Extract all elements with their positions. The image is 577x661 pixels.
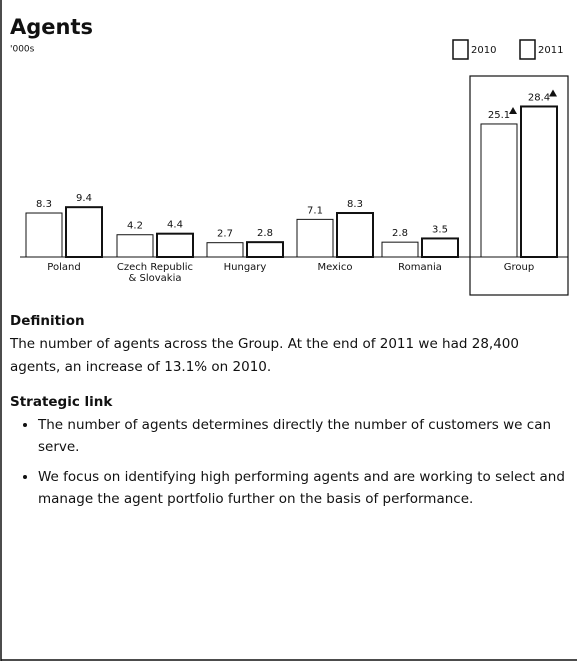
legend-label: 2011	[538, 45, 563, 56]
bar	[25, 212, 63, 258]
data-label: 8.3	[36, 199, 52, 210]
data-label: 28.4	[528, 92, 550, 103]
up-arrow	[549, 89, 557, 97]
legend-swatch	[452, 39, 469, 60]
data-label: 2.7	[217, 229, 233, 240]
x-tick-label: Poland	[47, 262, 81, 273]
x-tick-label: Mexico	[317, 262, 353, 273]
bar	[206, 242, 244, 258]
bar	[336, 212, 374, 258]
bar	[156, 232, 194, 258]
bar	[65, 206, 103, 258]
bar	[246, 241, 284, 259]
group-highlight	[469, 75, 569, 296]
chart-subtitle: '000s	[10, 45, 35, 55]
heading: Definition	[10, 313, 85, 329]
bullet: The number of agents determines directly…	[38, 414, 565, 458]
x-tick-label: Czech Republic & Slovakia	[116, 262, 194, 284]
legend-label: 2010	[471, 45, 496, 56]
data-label: 8.3	[347, 199, 363, 210]
data-label: 3.5	[432, 224, 448, 235]
x-tick-label: Romania	[398, 262, 442, 273]
document: Definition The number of agents across t…	[10, 310, 565, 518]
data-label: 4.2	[127, 221, 143, 232]
data-label: 2.8	[257, 228, 273, 239]
bar	[296, 218, 334, 258]
x-tick-label: Hungary	[223, 262, 267, 273]
data-label: 7.1	[307, 205, 323, 216]
bullet-list: The number of agents determines directly…	[10, 414, 565, 510]
legend-swatch	[519, 39, 536, 60]
paragraph: The number of agents across the Group. A…	[10, 336, 519, 375]
data-label: 25.1	[488, 110, 510, 121]
bar	[381, 241, 419, 258]
heading: Strategic link	[10, 394, 113, 410]
bar	[480, 123, 518, 258]
bar	[116, 234, 154, 258]
bar	[421, 237, 459, 258]
data-label: 4.4	[167, 220, 183, 231]
bullet: We focus on identifying high performing …	[38, 466, 565, 510]
data-label: 2.8	[392, 228, 408, 239]
data-label: 9.4	[76, 193, 92, 204]
x-tick-label: Group	[503, 262, 535, 273]
up-arrow	[509, 106, 517, 114]
bar	[520, 105, 558, 259]
chart-title: Agents	[10, 15, 93, 39]
